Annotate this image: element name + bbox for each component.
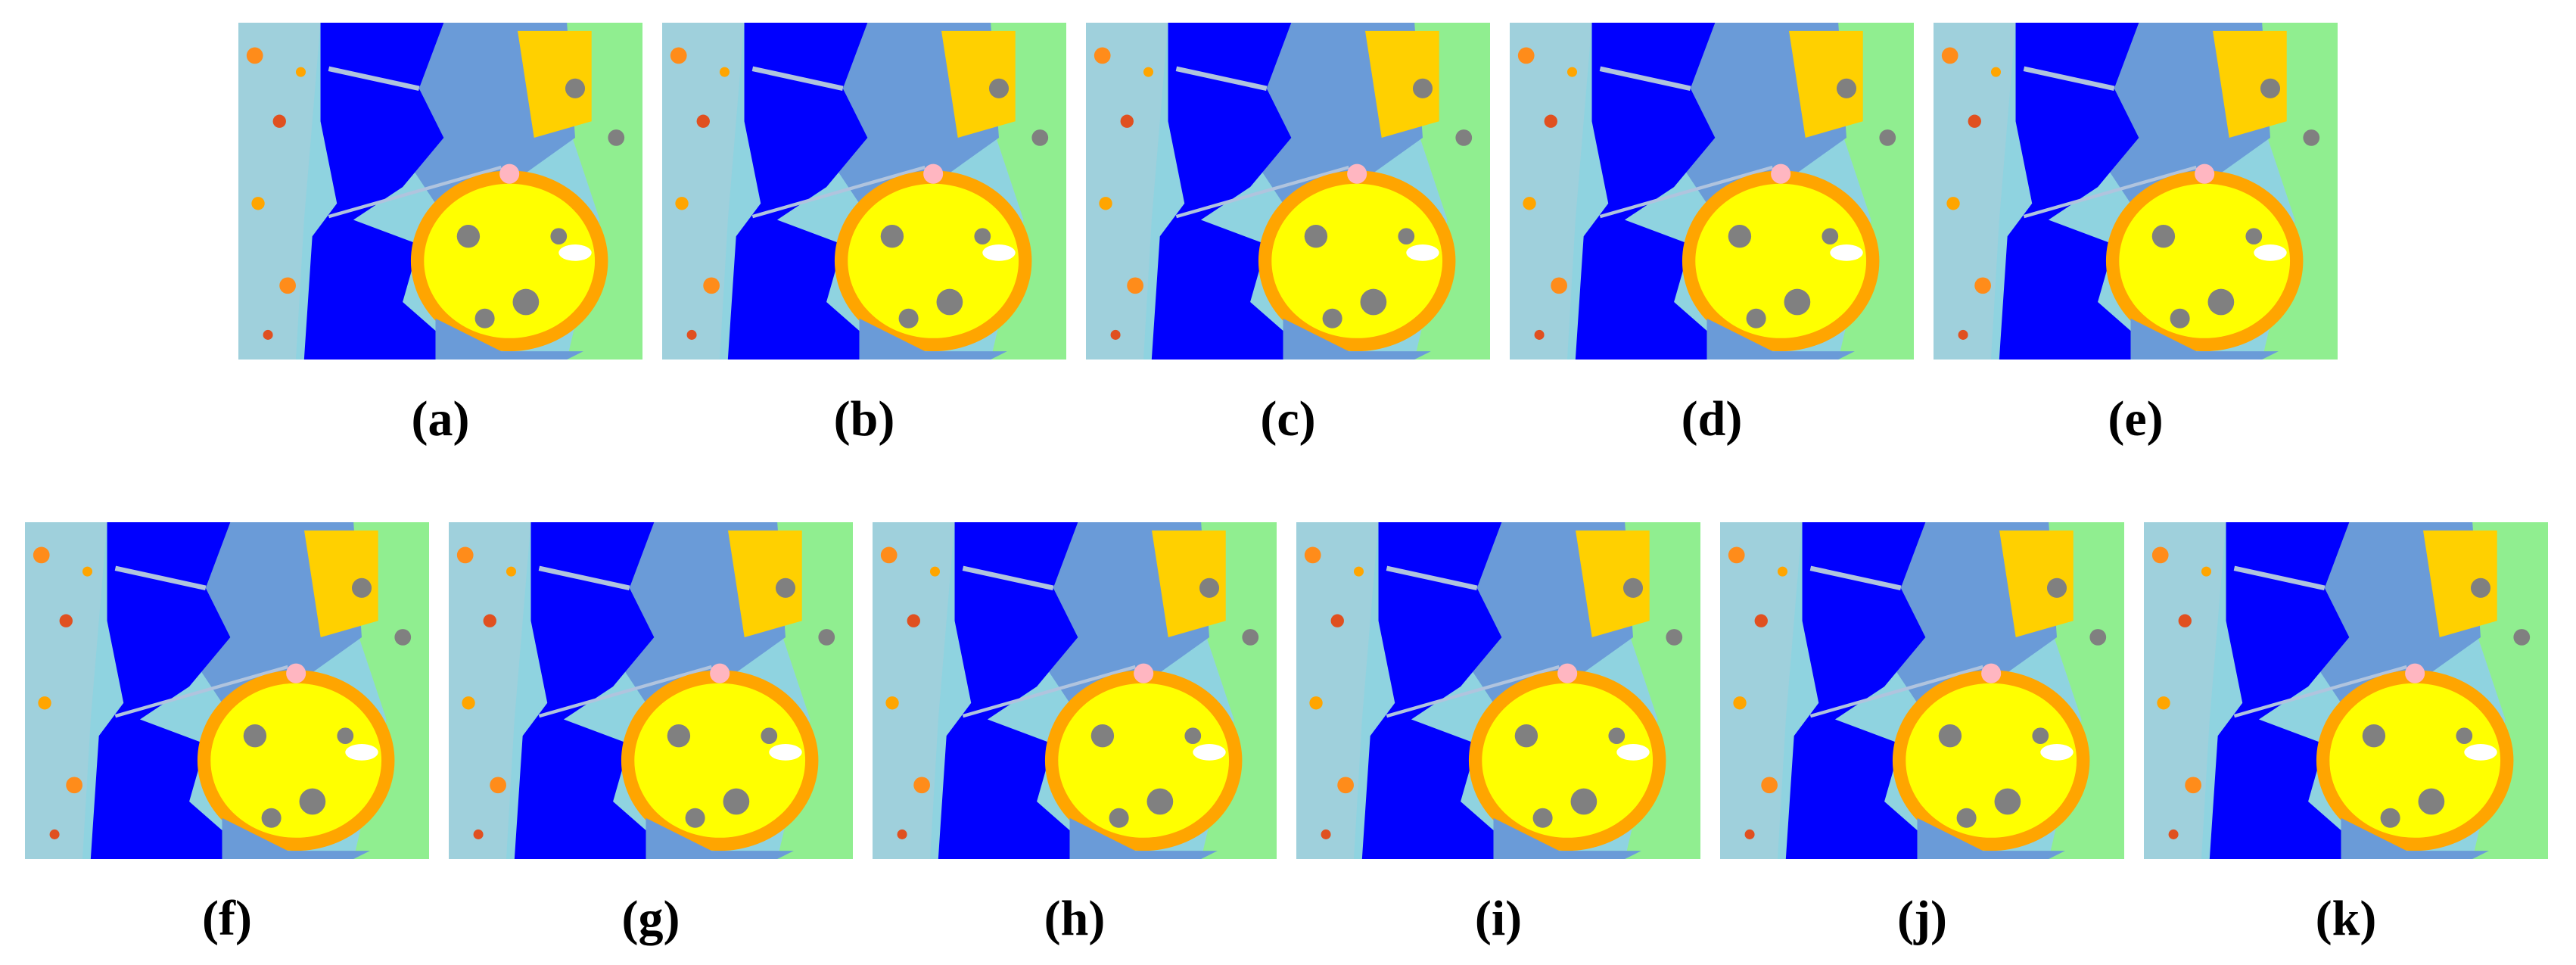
- panel-label: (k): [2316, 891, 2377, 946]
- classification-map: [2144, 522, 2548, 859]
- panel-label: (j): [1897, 891, 1947, 946]
- panel-label: (g): [622, 891, 680, 946]
- classification-map: [873, 522, 1277, 859]
- panel-label: (c): [1260, 391, 1315, 447]
- classification-map: [238, 23, 642, 360]
- classification-map: [1510, 23, 1914, 360]
- classification-map: [449, 522, 853, 859]
- panel-label: (h): [1044, 891, 1106, 946]
- classification-map: [25, 522, 429, 859]
- panel-label: (d): [1682, 391, 1743, 447]
- panel-label: (b): [834, 391, 895, 447]
- panel-label: (a): [412, 391, 470, 447]
- classification-map: [1296, 522, 1700, 859]
- panel-label: (f): [202, 891, 252, 946]
- panel-label: (e): [2108, 391, 2163, 447]
- classification-map: [1934, 23, 2338, 360]
- classification-map: [1720, 522, 2124, 859]
- classification-map: [662, 23, 1066, 360]
- panel-label: (i): [1475, 891, 1522, 946]
- classification-map: [1086, 23, 1490, 360]
